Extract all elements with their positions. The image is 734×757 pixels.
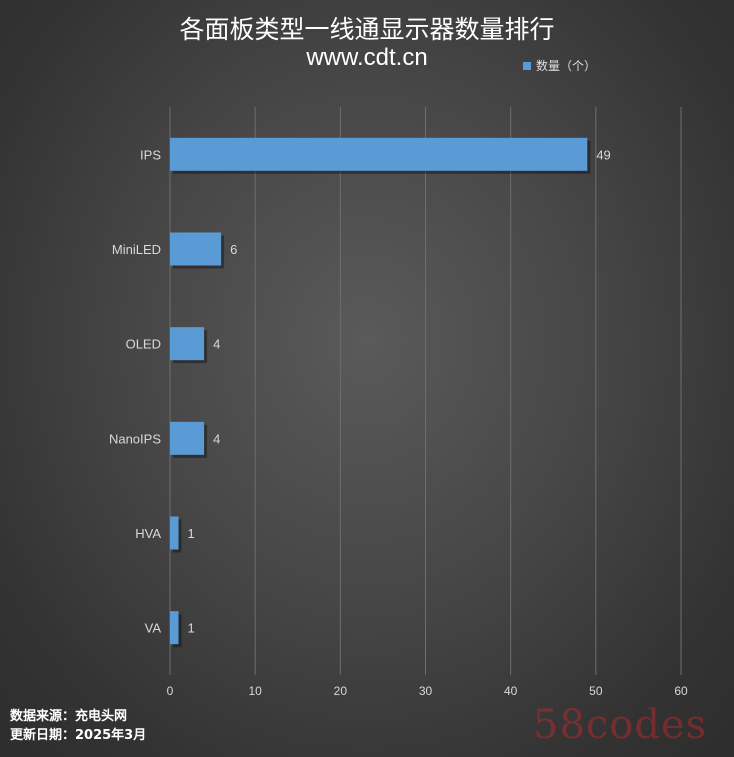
data-label: 1 xyxy=(188,621,195,636)
bar xyxy=(170,611,179,645)
x-tick-label: 30 xyxy=(419,684,433,698)
category-label: MiniLED xyxy=(112,242,161,257)
x-tick-label: 20 xyxy=(334,684,348,698)
category-label: HVA xyxy=(135,526,161,541)
legend-label: 数量（个） xyxy=(536,59,597,73)
data-label: 6 xyxy=(230,242,237,257)
x-tick-label: 10 xyxy=(248,684,262,698)
category-label: NanoIPS xyxy=(109,431,161,446)
update-date-note: 更新日期：2025年3月 xyxy=(10,728,147,743)
x-tick-label: 40 xyxy=(504,684,518,698)
chart-subtitle: www.cdt.cn xyxy=(306,44,428,71)
data-source-note: 数据来源：充电头网 xyxy=(10,709,128,724)
legend: 数量（个） xyxy=(523,57,596,74)
data-label: 1 xyxy=(188,526,195,541)
chart-title: 各面板类型一线通显示器数量排行 xyxy=(179,15,555,44)
bar xyxy=(170,327,205,361)
data-label: 49 xyxy=(596,147,610,162)
category-label: IPS xyxy=(140,147,161,162)
category-label: VA xyxy=(145,621,162,636)
x-tick-label: 50 xyxy=(589,684,603,698)
bar xyxy=(170,137,588,171)
category-label: OLED xyxy=(126,337,161,352)
watermark-logo: 58codes xyxy=(533,702,708,748)
data-label: 4 xyxy=(213,431,220,446)
bar xyxy=(170,421,205,455)
x-tick-label: 0 xyxy=(167,684,174,698)
bar xyxy=(170,232,222,266)
data-label: 4 xyxy=(213,337,220,352)
legend-swatch xyxy=(523,61,531,70)
x-tick-label: 60 xyxy=(674,684,688,698)
bar xyxy=(170,516,179,550)
